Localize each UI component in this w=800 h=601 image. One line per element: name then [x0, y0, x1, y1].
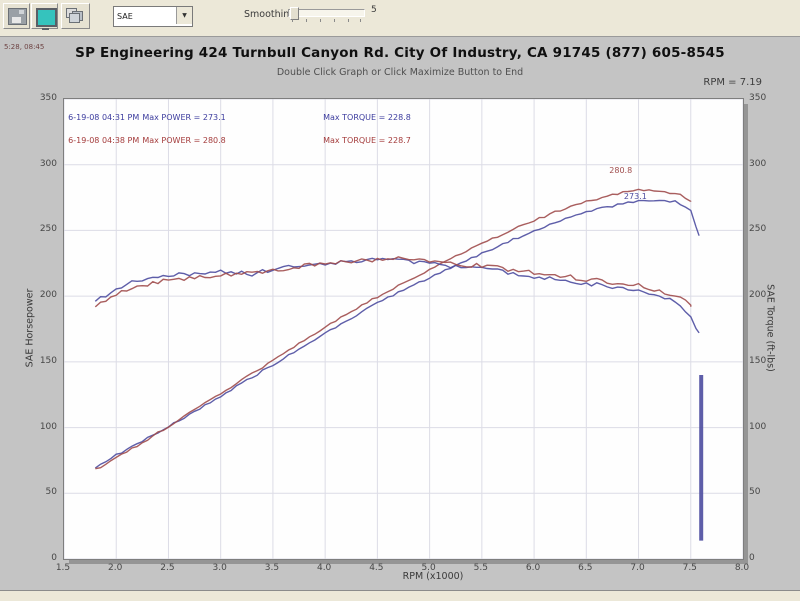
corner-timestamp: 5:28, 08:45 [4, 43, 45, 51]
floppy-disk-icon [8, 8, 27, 25]
y-tick-left: 0 [51, 553, 57, 563]
smoothing-value: 5 [371, 5, 377, 15]
torque-run2-curve [94, 256, 692, 308]
x-tick: 2.0 [108, 563, 123, 573]
legend-run1-datetime: 6-19-08 04:31 PM [68, 113, 140, 123]
x-axis-label: RPM (x1000) [402, 571, 464, 582]
x-tick: 6.5 [578, 563, 593, 573]
y-tick-right: 50 [749, 487, 761, 498]
y-tick-right: 150 [749, 355, 767, 366]
legend-run2-max-power: Max POWER = 280.8 [142, 135, 226, 145]
x-tick: 5.0 [421, 563, 436, 573]
y-tick-left: 200 [39, 290, 57, 301]
tile-windows-icon [66, 8, 83, 23]
y-tick-left: 250 [39, 224, 57, 235]
legend-run2-datetime: 6-19-08 04:38 PM [68, 135, 140, 145]
x-tick: 6.0 [525, 563, 541, 573]
y-tick-left: 350 [39, 93, 57, 103]
y-tick-right: 100 [749, 421, 767, 432]
peak-power-run2-label: 280.8 [609, 165, 633, 175]
chevron-down-icon[interactable]: ▼ [176, 7, 192, 24]
legend-run2-max-torque: Max TORQUE = 228.7 [323, 135, 411, 145]
legend-run1-max-torque: Max TORQUE = 228.8 [323, 113, 411, 123]
bottom-strip [0, 590, 800, 601]
power-run1-curve [94, 199, 700, 469]
graph-title: SP Engineering 424 Turnbull Canyon Rd. C… [75, 45, 725, 61]
monitor-icon [36, 8, 57, 30]
toolbar: SAE ▼ Smoothing 5 [0, 0, 800, 34]
correction-factor-value: SAE [117, 12, 133, 21]
legend-run1-max-power: Max POWER = 273.1 [142, 113, 226, 123]
dyno-graph-window[interactable]: 5:28, 08:45 SP Engineering 424 Turnbull … [0, 36, 800, 590]
x-tick: 3.5 [264, 563, 280, 573]
x-tick: 7.0 [630, 563, 645, 573]
graph-subtitle: Double Click Graph or Click Maximize But… [276, 67, 524, 78]
slider-thumb[interactable] [290, 7, 299, 20]
graph-view-button[interactable] [31, 3, 58, 30]
peak-power-run1-label: 273.1 [623, 191, 647, 201]
tile-windows-button[interactable] [61, 3, 90, 29]
y-tick-right: 200 [749, 290, 767, 301]
y-tick-left: 50 [45, 487, 57, 498]
x-tick: 4.5 [369, 563, 384, 573]
y-tick-right: 350 [749, 93, 767, 103]
correction-factor-dropdown[interactable]: SAE ▼ [113, 6, 193, 27]
y-tick-left: 100 [39, 421, 57, 432]
y-tick-right: 250 [749, 224, 767, 235]
x-tick: 7.5 [682, 563, 697, 573]
x-tick: 5.5 [473, 563, 488, 573]
y-tick-left: 300 [39, 158, 57, 169]
plot-area[interactable]: 280.8 273.1 6-19-08 04:31 PM Max POWER = 27… [63, 98, 744, 560]
slider-track[interactable] [288, 9, 365, 17]
y-tick-left: 150 [39, 355, 57, 366]
y-tick-right: 0 [749, 553, 755, 563]
dyno-curves-svg [64, 99, 743, 559]
torque-run1-curve [94, 257, 700, 334]
power-run2-curve [95, 188, 692, 470]
x-tick: 8.0 [734, 563, 750, 573]
save-run-button[interactable] [3, 3, 30, 29]
smoothing-label: Smoothing [244, 9, 296, 20]
x-tick: 2.5 [160, 563, 175, 573]
x-tick: 1.5 [55, 563, 71, 573]
x-tick: 3.0 [212, 563, 227, 573]
x-tick: 4.0 [316, 563, 332, 573]
plot-overlay: 280.8 273.1 6-19-08 04:31 PM Max POWER = 27… [64, 99, 743, 559]
smoothing-slider[interactable] [288, 7, 365, 23]
y-tick-right: 300 [749, 158, 767, 169]
rpm-readout: RPM = 7.19 [703, 77, 762, 88]
